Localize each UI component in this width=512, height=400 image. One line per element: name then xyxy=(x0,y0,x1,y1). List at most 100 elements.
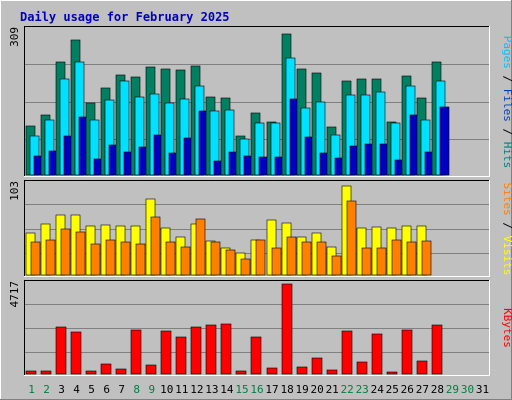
bar-kbytes-day-19 xyxy=(296,366,308,375)
bar-sites-day-9 xyxy=(150,216,161,276)
bar-sites-day-7 xyxy=(120,241,131,276)
bar-kbytes-day-5 xyxy=(85,370,97,375)
bar-sites-day-26 xyxy=(406,241,417,276)
bar-kbytes-day-12 xyxy=(190,326,202,375)
x-tick-label-day-9: 9 xyxy=(148,383,155,396)
legend-part: KBytes xyxy=(501,308,512,348)
bar-sites-day-12 xyxy=(195,218,206,276)
x-tick-label-day-7: 7 xyxy=(118,383,125,396)
series-legend-label: Pages / Files / Hits xyxy=(501,36,512,169)
x-tick-label-day-28: 28 xyxy=(431,383,444,396)
x-tick-label-day-4: 4 xyxy=(73,383,80,396)
y-axis-max-label: 309 xyxy=(8,27,21,47)
bar-kbytes-day-24 xyxy=(371,333,383,375)
bar-sites-day-20 xyxy=(316,241,327,276)
bar-sites-day-15 xyxy=(240,258,251,276)
legend-part: / xyxy=(501,216,512,236)
bar-sites-day-18 xyxy=(286,236,297,276)
x-tick-label-day-20: 20 xyxy=(310,383,323,396)
bar-sites-day-1 xyxy=(30,241,41,276)
bar-kbytes-day-22 xyxy=(341,330,353,375)
legend-part: / xyxy=(501,69,512,89)
x-tick-label-day-15: 15 xyxy=(235,383,248,396)
x-tick-label-day-6: 6 xyxy=(103,383,110,396)
x-axis-day-labels: 1 2 3 4 5 6 7 8 9 10 11 12 13 14 15 16 17 18 19 20 21 22 23 24 2… xyxy=(28,383,489,396)
x-tick-label-day-8: 8 xyxy=(133,383,140,396)
panel-visits-sites: 103 Sites / Visits xyxy=(8,180,512,277)
bar-sites-day-13 xyxy=(210,241,221,276)
x-tick-label-day-11: 11 xyxy=(175,383,188,396)
bar-sites-day-10 xyxy=(165,241,176,276)
bar-kbytes-day-9 xyxy=(145,364,157,375)
bar-sites-day-6 xyxy=(105,239,116,276)
bar-kbytes-day-26 xyxy=(401,329,413,375)
chart-title: Daily usage for February 2025 xyxy=(20,10,230,24)
bar-kbytes-day-25 xyxy=(386,371,398,375)
x-tick-label-day-14: 14 xyxy=(220,383,234,396)
bar-kbytes-day-15 xyxy=(235,370,247,375)
bar-sites-day-27 xyxy=(421,240,432,276)
x-tick-label-day-1: 1 xyxy=(28,383,35,396)
bar-sites-day-11 xyxy=(180,246,191,276)
bar-kbytes-day-2 xyxy=(40,370,52,375)
x-tick-label-day-2: 2 xyxy=(43,383,50,396)
chart-panels: 309 Pages / Files / Hits 103 Sites / Visits… xyxy=(8,26,512,376)
x-tick-label-day-30: 30 xyxy=(461,383,474,396)
bar-kbytes-day-13 xyxy=(205,324,217,375)
legend-part: / xyxy=(501,122,512,142)
bar-pages-day-28 xyxy=(439,106,450,176)
bar-sites-day-19 xyxy=(301,241,312,276)
bar-kbytes-day-8 xyxy=(130,329,142,375)
panel-hits-files-pages: 309 Pages / Files / Hits xyxy=(8,26,512,177)
series-legend-label: Sites / Visits xyxy=(501,183,512,276)
bar-visits-day-17 xyxy=(266,219,277,276)
x-tick-label-day-31: 31 xyxy=(476,383,489,396)
bar-kbytes-day-17 xyxy=(266,367,278,375)
x-tick-label-day-27: 27 xyxy=(416,383,429,396)
bar-kbytes-day-1 xyxy=(25,370,37,375)
bar-kbytes-day-11 xyxy=(175,336,187,375)
bar-kbytes-day-27 xyxy=(416,360,428,375)
bar-pages-day-16 xyxy=(258,156,269,176)
bar-sites-day-14 xyxy=(225,249,236,276)
x-tick-label-day-5: 5 xyxy=(88,383,95,396)
x-tick-label-day-12: 12 xyxy=(190,383,203,396)
bar-sites-day-5 xyxy=(90,243,101,276)
bar-kbytes-day-3 xyxy=(55,326,67,375)
series-legend-label: KBytes xyxy=(501,308,512,348)
bar-kbytes-day-4 xyxy=(70,331,82,375)
bar-kbytes-day-28 xyxy=(431,324,443,375)
bar-kbytes-day-14 xyxy=(220,323,232,375)
bar-sites-day-16 xyxy=(255,239,266,276)
y-axis-max-label: 4717 xyxy=(8,281,21,308)
x-tick-label-day-18: 18 xyxy=(280,383,293,396)
bar-kbytes-day-6 xyxy=(100,363,112,375)
bar-sites-day-25 xyxy=(391,239,402,276)
legend-part: Visits xyxy=(501,236,512,276)
x-tick-label-day-21: 21 xyxy=(326,383,339,396)
bar-sites-day-8 xyxy=(135,243,146,276)
legend-part: Pages xyxy=(501,36,512,69)
bar-kbytes-day-7 xyxy=(115,368,127,375)
x-tick-label-day-24: 24 xyxy=(371,383,385,396)
legend-part: Files xyxy=(501,89,512,122)
bar-sites-day-17 xyxy=(271,247,282,276)
x-tick-label-day-29: 29 xyxy=(446,383,459,396)
x-tick-label-day-16: 16 xyxy=(250,383,263,396)
bar-kbytes-day-18 xyxy=(281,283,293,375)
x-tick-label-day-22: 22 xyxy=(341,383,354,396)
bar-kbytes-day-10 xyxy=(160,330,172,375)
bar-sites-day-23 xyxy=(361,247,372,276)
x-tick-label-day-10: 10 xyxy=(160,383,173,396)
y-axis-max-label: 103 xyxy=(8,181,21,201)
bar-sites-day-21 xyxy=(331,255,342,276)
bar-sites-day-22 xyxy=(346,200,357,276)
x-tick-label-day-23: 23 xyxy=(356,383,369,396)
x-tick-label-day-19: 19 xyxy=(295,383,308,396)
bar-kbytes-day-20 xyxy=(311,357,323,375)
legend-part: Sites xyxy=(501,183,512,216)
bar-sites-day-24 xyxy=(376,247,387,276)
bar-sites-day-4 xyxy=(75,231,86,276)
x-tick-label-day-26: 26 xyxy=(401,383,414,396)
